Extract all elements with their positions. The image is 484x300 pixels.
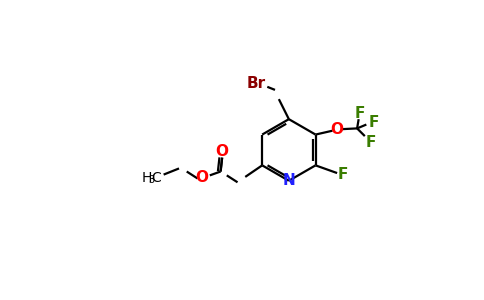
Text: F: F (366, 135, 376, 150)
Text: O: O (196, 170, 209, 185)
Text: F: F (338, 167, 348, 182)
Text: 3: 3 (148, 175, 154, 185)
Text: F: F (355, 106, 365, 121)
Text: C: C (151, 171, 161, 185)
Text: O: O (216, 144, 228, 159)
Text: F: F (369, 115, 379, 130)
Text: Br: Br (247, 76, 266, 91)
Text: N: N (283, 173, 295, 188)
Text: H: H (141, 171, 152, 185)
Text: O: O (331, 122, 344, 137)
